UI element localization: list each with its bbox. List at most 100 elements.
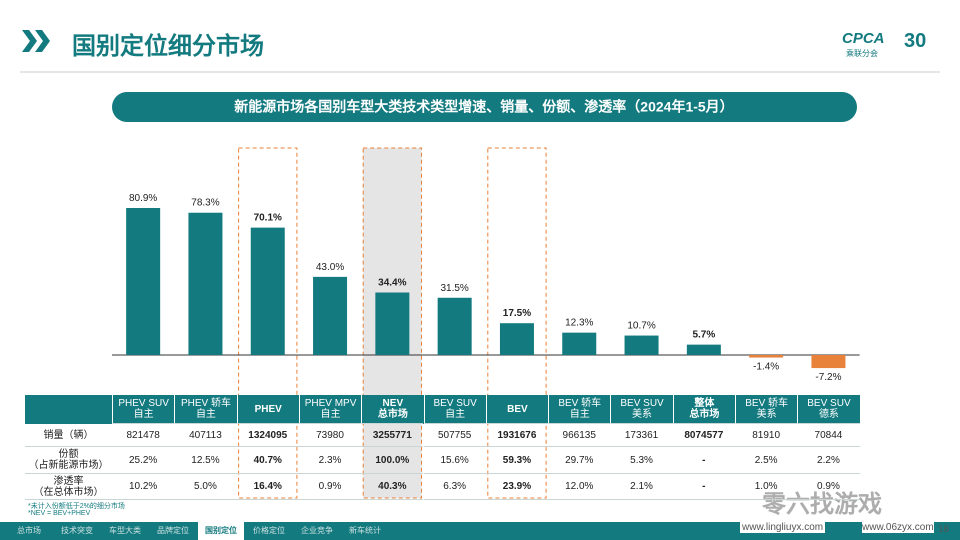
table-cell: 12.0% [548, 474, 611, 500]
row-label: 销量（辆） [25, 425, 112, 447]
row-label: 渗透率 （在总体市场） [25, 474, 112, 500]
bar [686, 344, 721, 355]
table-cell: 407113 [174, 425, 237, 447]
column-header: PHEV [236, 395, 299, 424]
nav-item[interactable]: 价格定位 [253, 526, 285, 535]
value-label: 78.3% [191, 198, 219, 209]
logo: CPCA [842, 30, 885, 47]
column-header: BEV SUV 自主 [423, 395, 486, 424]
value-label: 43.0% [316, 262, 344, 273]
page-title: 国别定位细分市场 [72, 33, 264, 60]
watermark-url: www.06zyx.com [862, 522, 934, 533]
table-cell: 16.4% [236, 474, 299, 500]
nav-item[interactable]: 总市场 [17, 526, 41, 535]
chart-title: 新能源市场各国别车型大类技术类型增速、销量、份额、渗透率（2024年1-5月） [234, 99, 733, 115]
nav-item[interactable]: 技术突变 [61, 526, 93, 535]
table-cell: 821478 [112, 425, 175, 447]
subtitle-banner [112, 92, 857, 122]
table-cell: 8074577 [672, 425, 735, 447]
table-cell: 6.3% [423, 474, 486, 500]
table-cell: 29.7% [548, 447, 611, 474]
table-cell: 966135 [548, 425, 611, 447]
nav-item[interactable]: 品牌定位 [157, 526, 189, 535]
bar [375, 292, 410, 355]
value-label: 10.7% [627, 321, 655, 332]
bar [437, 297, 472, 355]
bar [499, 323, 534, 355]
value-label: 5.7% [692, 330, 715, 341]
table-cell: 0.9% [298, 474, 362, 500]
column-header: PHEV SUV 自主 [112, 395, 175, 424]
table-cell: 1.0% [735, 474, 798, 500]
bar [250, 227, 285, 355]
column-header: BEV SUV 美系 [610, 395, 673, 424]
footnote: *未计入份额低于2%的细分市场 [28, 503, 125, 510]
table-cell: 70844 [797, 425, 860, 447]
table-cell: 25.2% [112, 447, 175, 474]
bar [188, 212, 223, 355]
column-header: PHEV 轿车 自主 [174, 395, 237, 424]
bar [749, 355, 784, 358]
table-cell: 5.3% [610, 447, 673, 474]
value-label: 31.5% [440, 283, 468, 294]
watermark-name: 零六找游戏 [762, 491, 882, 518]
title-icon [22, 30, 50, 52]
nav-item[interactable]: 国别定位 [198, 522, 244, 540]
nav-item[interactable]: 企业竞争 [301, 526, 333, 535]
table-cell: 507755 [423, 425, 486, 447]
table-cell: 5.0% [174, 474, 237, 500]
column-header: BEV [485, 395, 549, 424]
value-label: 12.3% [565, 318, 593, 329]
table-cell: 59.3% [485, 447, 549, 474]
nav-item[interactable]: 新车统计 [349, 526, 381, 535]
table-cell: 40.7% [236, 447, 299, 474]
bar [562, 332, 597, 355]
table-cell: 23.9% [485, 474, 549, 500]
watermark-url: www.lingliuyx.com [740, 522, 826, 533]
column-header: NEV 总市场 [361, 395, 424, 424]
bar [313, 276, 348, 355]
value-label: 34.4% [378, 277, 406, 288]
logo-sub: 乘联分会 [846, 49, 878, 58]
table-cell: 3255771 [361, 425, 424, 447]
highlight-box [238, 147, 298, 499]
table-cell: 15.6% [423, 447, 486, 474]
table-cell: 40.3% [361, 474, 424, 500]
value-label: -1.4% [753, 362, 779, 373]
column-header: 整体 总市场 [672, 395, 735, 424]
table-cell: 100.0% [361, 447, 424, 474]
column-header: BEV SUV 德系 [797, 395, 860, 424]
value-label: 17.5% [503, 308, 531, 319]
anniversary: 30 [904, 30, 927, 52]
table-cell: 0.9% [797, 474, 860, 500]
column-header: BEV 轿车 美系 [735, 395, 798, 424]
value-label: 70.1% [254, 213, 282, 224]
highlight-box [487, 147, 547, 499]
table-cell: - [672, 447, 735, 474]
table-cell: 12.5% [174, 447, 237, 474]
column-header: BEV 轿车 自主 [548, 395, 611, 424]
bar [811, 355, 846, 369]
table-cell: 1931676 [485, 425, 549, 447]
table-cell: 2.5% [735, 447, 798, 474]
value-label: -7.2% [815, 372, 841, 383]
page-number: 18 [938, 524, 950, 535]
footnote: *NEV = BEV+PHEV [28, 510, 91, 517]
column-header: PHEV MPV 自主 [298, 395, 362, 424]
nav-item[interactable]: 车型大类 [109, 526, 141, 535]
table-cell: 2.1% [610, 474, 673, 500]
bar [624, 335, 659, 355]
table-cell: - [672, 474, 735, 500]
table-cell: 2.3% [298, 447, 362, 474]
table-cell: 10.2% [112, 474, 175, 500]
table-cell: 73980 [298, 425, 362, 447]
table-header-bg [25, 395, 860, 424]
table-cell: 1324095 [236, 425, 299, 447]
row-label: 份额 （占新能源市场） [25, 447, 112, 474]
bar [126, 208, 161, 355]
table-cell: 2.2% [797, 447, 860, 474]
value-label: 80.9% [129, 193, 157, 204]
table-cell: 81910 [735, 425, 798, 447]
